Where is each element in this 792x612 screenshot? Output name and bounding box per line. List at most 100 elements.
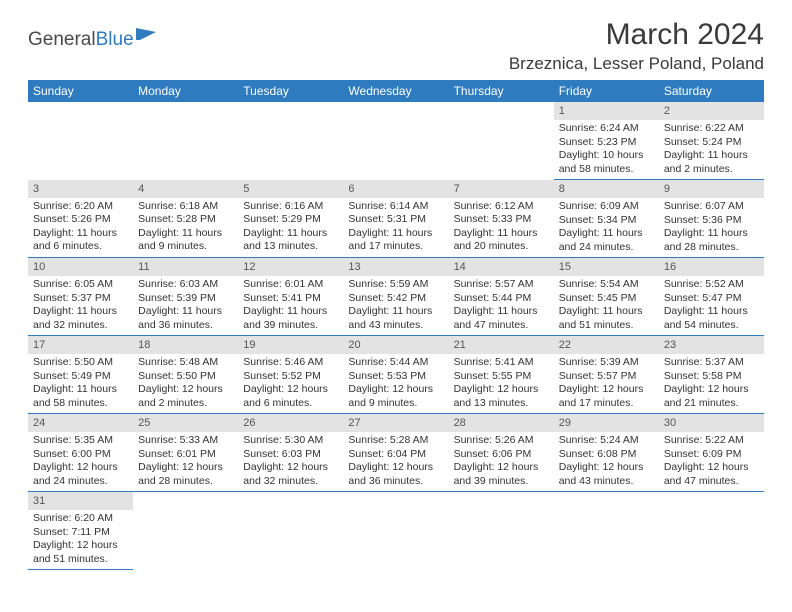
- sunrise-text: Sunrise: 6:03 AM: [138, 278, 233, 292]
- daylight-text-2: and 9 minutes.: [138, 240, 233, 254]
- weekday-header: Wednesday: [343, 80, 448, 102]
- logo-word2: Blue: [96, 29, 134, 51]
- daylight-text-1: Daylight: 11 hours: [559, 227, 654, 241]
- calendar-day-cell: 2Sunrise: 6:22 AMSunset: 5:24 PMDaylight…: [659, 102, 764, 180]
- calendar-day-cell: 26Sunrise: 5:30 AMSunset: 6:03 PMDayligh…: [238, 414, 343, 492]
- calendar-day-cell: 10Sunrise: 6:05 AMSunset: 5:37 PMDayligh…: [28, 258, 133, 336]
- day-content: Sunrise: 5:33 AMSunset: 6:01 PMDaylight:…: [133, 432, 238, 491]
- sunset-text: Sunset: 6:06 PM: [454, 448, 549, 462]
- calendar-day-cell: 12Sunrise: 6:01 AMSunset: 5:41 PMDayligh…: [238, 258, 343, 336]
- day-number: 15: [554, 258, 659, 276]
- daylight-text-2: and 6 minutes.: [33, 240, 128, 254]
- daylight-text-2: and 24 minutes.: [559, 241, 654, 255]
- sunrise-text: Sunrise: 5:24 AM: [559, 434, 654, 448]
- sunset-text: Sunset: 7:11 PM: [33, 526, 128, 540]
- sunset-text: Sunset: 5:42 PM: [348, 292, 443, 306]
- daylight-text-2: and 39 minutes.: [243, 319, 338, 333]
- daylight-text-1: Daylight: 12 hours: [454, 461, 549, 475]
- calendar-day-cell: 20Sunrise: 5:44 AMSunset: 5:53 PMDayligh…: [343, 336, 448, 414]
- sunset-text: Sunset: 5:50 PM: [138, 370, 233, 384]
- sunrise-text: Sunrise: 5:37 AM: [664, 356, 759, 370]
- daylight-text-1: Daylight: 11 hours: [348, 305, 443, 319]
- sunset-text: Sunset: 5:29 PM: [243, 213, 338, 227]
- sunset-text: Sunset: 5:31 PM: [348, 213, 443, 227]
- sunrise-text: Sunrise: 6:14 AM: [348, 200, 443, 214]
- calendar-day-cell: [449, 102, 554, 180]
- day-content: Sunrise: 6:20 AMSunset: 5:26 PMDaylight:…: [28, 198, 133, 257]
- day-number: 28: [449, 414, 554, 432]
- day-content: Sunrise: 5:22 AMSunset: 6:09 PMDaylight:…: [659, 432, 764, 491]
- daylight-text-2: and 58 minutes.: [33, 397, 128, 411]
- day-number: 24: [28, 414, 133, 432]
- daylight-text-1: Daylight: 11 hours: [243, 227, 338, 241]
- header-row: GeneralBlue March 2024 Brzeznica, Lesser…: [28, 18, 764, 74]
- calendar-day-cell: 24Sunrise: 5:35 AMSunset: 6:00 PMDayligh…: [28, 414, 133, 492]
- sunrise-text: Sunrise: 5:54 AM: [559, 278, 654, 292]
- calendar-day-cell: 3Sunrise: 6:20 AMSunset: 5:26 PMDaylight…: [28, 180, 133, 258]
- daylight-text-2: and 17 minutes.: [559, 397, 654, 411]
- calendar-day-cell: 14Sunrise: 5:57 AMSunset: 5:44 PMDayligh…: [449, 258, 554, 336]
- daylight-text-2: and 47 minutes.: [664, 475, 759, 489]
- sunrise-text: Sunrise: 5:46 AM: [243, 356, 338, 370]
- daylight-text-1: Daylight: 12 hours: [243, 461, 338, 475]
- sunrise-text: Sunrise: 6:20 AM: [33, 200, 128, 214]
- calendar-day-cell: 7Sunrise: 6:12 AMSunset: 5:33 PMDaylight…: [449, 180, 554, 258]
- daylight-text-2: and 13 minutes.: [454, 397, 549, 411]
- day-number: 14: [449, 258, 554, 276]
- calendar-day-cell: [238, 492, 343, 570]
- daylight-text-1: Daylight: 11 hours: [454, 227, 549, 241]
- sunset-text: Sunset: 5:37 PM: [33, 292, 128, 306]
- daylight-text-2: and 36 minutes.: [138, 319, 233, 333]
- sunrise-text: Sunrise: 6:20 AM: [33, 512, 128, 526]
- daylight-text-1: Daylight: 11 hours: [664, 149, 759, 163]
- day-content: Sunrise: 5:50 AMSunset: 5:49 PMDaylight:…: [28, 354, 133, 413]
- sunrise-text: Sunrise: 5:50 AM: [33, 356, 128, 370]
- calendar-day-cell: 31Sunrise: 6:20 AMSunset: 7:11 PMDayligh…: [28, 492, 133, 570]
- calendar-day-cell: 1Sunrise: 6:24 AMSunset: 5:23 PMDaylight…: [554, 102, 659, 180]
- daylight-text-1: Daylight: 10 hours: [559, 149, 654, 163]
- calendar-day-cell: 23Sunrise: 5:37 AMSunset: 5:58 PMDayligh…: [659, 336, 764, 414]
- sunrise-text: Sunrise: 6:12 AM: [454, 200, 549, 214]
- day-content: Sunrise: 5:59 AMSunset: 5:42 PMDaylight:…: [343, 276, 448, 335]
- day-content: Sunrise: 5:57 AMSunset: 5:44 PMDaylight:…: [449, 276, 554, 335]
- calendar-day-cell: [554, 492, 659, 570]
- day-number: 1: [554, 102, 659, 120]
- day-content: Sunrise: 5:26 AMSunset: 6:06 PMDaylight:…: [449, 432, 554, 491]
- daylight-text-1: Daylight: 11 hours: [243, 305, 338, 319]
- sunset-text: Sunset: 5:52 PM: [243, 370, 338, 384]
- day-content: Sunrise: 6:14 AMSunset: 5:31 PMDaylight:…: [343, 198, 448, 257]
- day-content: Sunrise: 6:24 AMSunset: 5:23 PMDaylight:…: [554, 120, 659, 179]
- daylight-text-2: and 47 minutes.: [454, 319, 549, 333]
- day-number: 5: [238, 180, 343, 198]
- sunset-text: Sunset: 5:36 PM: [664, 214, 759, 228]
- sunset-text: Sunset: 5:26 PM: [33, 213, 128, 227]
- day-number: 25: [133, 414, 238, 432]
- sunrise-text: Sunrise: 5:22 AM: [664, 434, 759, 448]
- weekday-header: Monday: [133, 80, 238, 102]
- day-number: 23: [659, 336, 764, 354]
- logo-word1: General: [28, 29, 96, 51]
- sunrise-text: Sunrise: 6:09 AM: [559, 200, 654, 214]
- sunset-text: Sunset: 5:55 PM: [454, 370, 549, 384]
- calendar-day-cell: 9Sunrise: 6:07 AMSunset: 5:36 PMDaylight…: [659, 180, 764, 258]
- calendar-day-cell: 27Sunrise: 5:28 AMSunset: 6:04 PMDayligh…: [343, 414, 448, 492]
- calendar-table: SundayMondayTuesdayWednesdayThursdayFrid…: [28, 80, 764, 570]
- calendar-day-cell: [449, 492, 554, 570]
- calendar-week-row: 24Sunrise: 5:35 AMSunset: 6:00 PMDayligh…: [28, 414, 764, 492]
- daylight-text-2: and 32 minutes.: [243, 475, 338, 489]
- calendar-day-cell: [343, 492, 448, 570]
- daylight-text-1: Daylight: 12 hours: [348, 461, 443, 475]
- daylight-text-1: Daylight: 12 hours: [559, 461, 654, 475]
- daylight-text-2: and 36 minutes.: [348, 475, 443, 489]
- weekday-header: Sunday: [28, 80, 133, 102]
- day-number: 10: [28, 258, 133, 276]
- weekday-header: Friday: [554, 80, 659, 102]
- sunrise-text: Sunrise: 5:44 AM: [348, 356, 443, 370]
- day-number: 21: [449, 336, 554, 354]
- day-number: 26: [238, 414, 343, 432]
- calendar-day-cell: [238, 102, 343, 180]
- calendar-day-cell: 5Sunrise: 6:16 AMSunset: 5:29 PMDaylight…: [238, 180, 343, 258]
- sunrise-text: Sunrise: 5:52 AM: [664, 278, 759, 292]
- sunrise-text: Sunrise: 6:05 AM: [33, 278, 128, 292]
- day-number: 29: [554, 414, 659, 432]
